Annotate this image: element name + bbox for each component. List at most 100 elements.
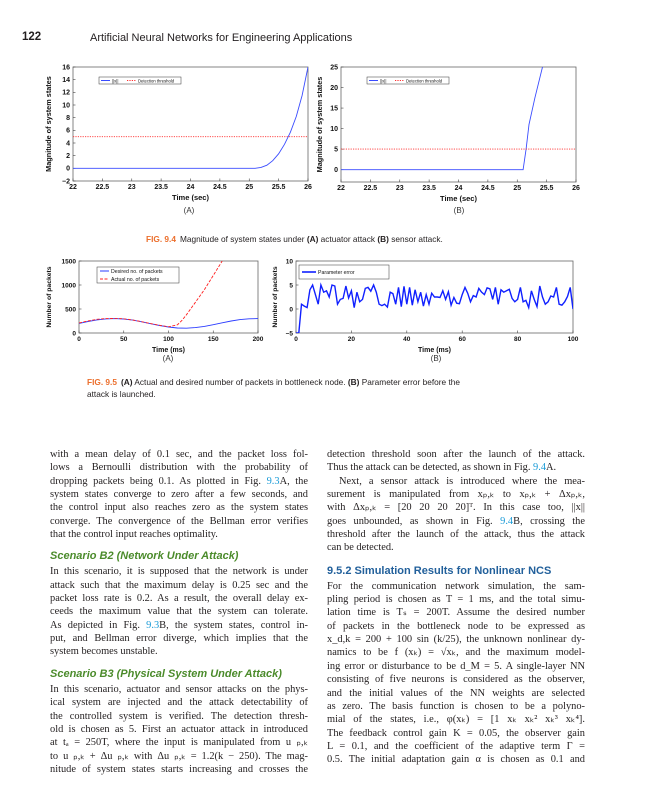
x-axis-label: Time (sec): [172, 193, 209, 202]
text-line: put, and Bellman error diverge, which im…: [50, 632, 308, 645]
text-line: as zero. The basis function is chosen to…: [327, 700, 585, 713]
text-segment: namics to be f (xₖ) = √xₖ, and the maxim…: [327, 647, 585, 659]
text-line: lows a Bernoulli distribution with the p…: [50, 461, 308, 474]
text-segment: nitude of system states starts increasin…: [50, 763, 308, 775]
text-segment: put, and Bellman error diverge, which im…: [50, 633, 308, 645]
scenario-heading: Scenario B2 (Network Under Attack): [50, 550, 239, 563]
text-segment: For the communication network simulation…: [327, 580, 585, 592]
text-line: pling period is chosen as T = 1 ms, and …: [327, 593, 585, 606]
text-segment: As depicted in Fig.: [50, 619, 147, 631]
text-segment: B, the system states, control in-: [159, 619, 308, 631]
y-tick-label: 10: [330, 126, 338, 133]
x-tick-label: 80: [514, 336, 522, 343]
text-segment: packet loss rate is 0.2. As a result, th…: [50, 593, 308, 605]
figure-reference-link[interactable]: 9.3: [266, 475, 280, 487]
y-tick-label: 5: [289, 282, 293, 289]
body-column-right: detection threshold soon after the launc…: [327, 448, 585, 767]
series-line-1: [79, 261, 223, 328]
legend-box: [98, 76, 182, 85]
text-segment: detection threshold soon after the launc…: [327, 449, 585, 460]
x-tick-label: 22.5: [364, 185, 378, 192]
text-segment: Next, a sensor attack is introduced wher…: [339, 475, 585, 487]
subfigure-label-b: (B): [430, 354, 442, 363]
text-segment: converge. The convergence of the Bellman…: [50, 515, 308, 527]
text-line: dropping packets being 0.1. As plotted i…: [50, 475, 308, 488]
x-tick-label: 23: [396, 185, 404, 192]
x-tick-label: 23.5: [154, 184, 168, 191]
x-tick-label: 25.5: [272, 184, 286, 191]
text-segment: 0.5. The initial adaptation gain α is ch…: [327, 754, 585, 766]
y-tick-label: 10: [286, 258, 294, 265]
figure-reference-link[interactable]: 9.4: [500, 515, 514, 527]
figure-reference-link[interactable]: 9.3: [146, 619, 160, 631]
text-segment: lows a Bernoulli distribution with the p…: [50, 462, 308, 474]
y-tick-label: 0: [289, 306, 293, 313]
text-line: For the communication network simulation…: [327, 580, 585, 593]
x-tick-label: 40: [403, 336, 411, 343]
text-segment: ceeds the maximum value that the system …: [50, 606, 308, 618]
text-line: L = 0.1, and the coefficient of the adap…: [327, 740, 585, 753]
body-column-left: with a mean delay of 0.1 sec, and the pa…: [50, 448, 308, 776]
x-tick-label: 22: [337, 185, 345, 192]
figure-caption-9-4: FIG. 9.4 Magnitude of system states under…: [146, 233, 443, 245]
paragraph: Next, a sensor attack is introduced wher…: [327, 475, 585, 555]
text-line: with a mean delay of 0.1 sec, and the pa…: [50, 448, 308, 461]
plot-area: [72, 66, 309, 182]
text-segment: The feedback control gain K = 0.05, the …: [327, 727, 585, 739]
text-line: old is chosen as 5. First an actuator at…: [50, 723, 308, 736]
text-line: As depicted in Fig. 9.3B, the system sta…: [50, 619, 308, 632]
x-tick-label: 26: [304, 184, 312, 191]
x-tick-label: 23.5: [422, 185, 436, 192]
legend-label: Desired no. of packets: [111, 269, 163, 275]
y-tick-label: 1500: [62, 258, 77, 265]
y-tick-label: 8: [66, 115, 70, 122]
text-line: namics to be f (xₖ) = √xₖ, and the maxim…: [327, 646, 585, 659]
figure-reference-link[interactable]: 9.4: [533, 462, 547, 474]
x-tick-label: 26: [572, 185, 580, 192]
text-segment: that the control input reaches optimalit…: [50, 529, 218, 541]
x-tick-label: 24: [187, 184, 195, 191]
text-line: packet loss rate is 0.2. As a result, th…: [50, 592, 308, 605]
page-number: 122: [22, 31, 42, 43]
x-tick-label: 24.5: [213, 184, 227, 191]
legend-box: [366, 76, 450, 85]
paragraph: In this scenario, actuator and sensor at…: [50, 683, 308, 776]
text-line: mial of the states, i.e., φ(xₖ) = [1 xₖ …: [327, 713, 585, 726]
x-axis-label: Time (ms): [152, 347, 185, 354]
section-heading: 9.5.2 Simulation Results for Nonlinear N…: [327, 564, 552, 577]
scenario-heading: Scenario B3 (Physical System Under Attac…: [50, 667, 282, 680]
series-line-0: [296, 282, 573, 333]
text-line: converge. The convergence of the Bellman…: [50, 515, 308, 528]
text-line: at tₐ = 250T, where the input is manipul…: [50, 736, 308, 749]
y-tick-label: 16: [62, 64, 70, 71]
text-segment: A.: [546, 462, 557, 474]
text-line: ing error or disturbance to be d_M = 5. …: [327, 660, 585, 673]
y-tick-label: 5: [334, 147, 338, 154]
subfigure-label-a: (A): [183, 206, 195, 215]
text-line: ceeds the maximum value that the system …: [50, 605, 308, 618]
subfigure-label-a: (A): [162, 354, 174, 363]
text-segment: pling period is chosen as T = 1 ms, and …: [327, 594, 585, 606]
figure-label: FIG. 9.5: [87, 377, 117, 387]
legend-label: ||x||: [380, 78, 386, 83]
text-line: lation time is Tₛ = 200T. Assume the des…: [327, 606, 585, 619]
caption-ref: (A): [120, 377, 133, 387]
text-segment: at tₐ = 250T, where the input is manipul…: [50, 737, 308, 749]
paragraph: with a mean delay of 0.1 sec, and the pa…: [50, 448, 308, 541]
text-segment: with a mean delay of 0.1 sec, and the pa…: [50, 449, 308, 460]
text-segment: system becomes unstable.: [50, 646, 158, 658]
text-line: detection threshold soon after the launc…: [327, 448, 585, 461]
text-segment: threshold after the launch of the attack…: [327, 529, 585, 541]
text-segment: In this scenario, actuator and sensor at…: [50, 683, 308, 695]
text-segment: mial of the states, i.e., φ(xₖ) = [1 xₖ …: [327, 714, 585, 726]
text-line: consisting of five neurons is considered…: [327, 673, 585, 686]
y-tick-label: 500: [65, 306, 76, 313]
y-axis-label: Magnitude of system states: [315, 77, 324, 173]
caption-ref: (B): [377, 234, 389, 244]
caption-text: Parameter error before the: [359, 377, 460, 387]
text-segment: ing error or disturbance to be d_M = 5. …: [327, 660, 585, 672]
text-segment: of packets in the bottleneck node to be …: [327, 620, 585, 632]
figure-caption-9-5: FIG. 9.5 (A) Actual and desired number of…: [87, 376, 460, 400]
text-segment: as zero. The basis function is chosen to…: [327, 700, 585, 712]
y-tick-label: 12: [62, 90, 70, 97]
